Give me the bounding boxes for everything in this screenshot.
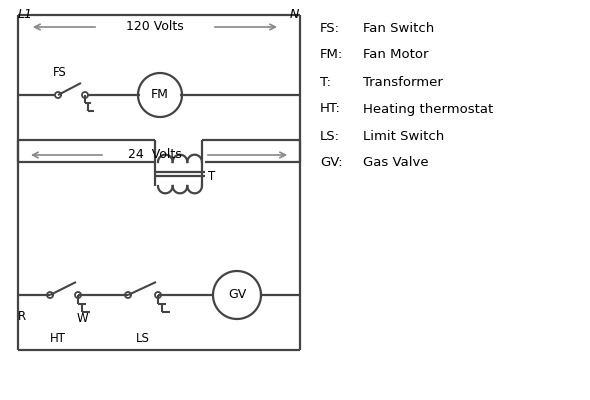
Text: N: N: [289, 8, 299, 21]
Text: T: T: [208, 170, 215, 182]
Text: Limit Switch: Limit Switch: [363, 130, 444, 142]
Text: GV: GV: [228, 288, 246, 302]
Text: Fan Motor: Fan Motor: [363, 48, 428, 62]
Text: Heating thermostat: Heating thermostat: [363, 102, 493, 116]
Text: FS: FS: [53, 66, 67, 79]
Text: GV:: GV:: [320, 156, 343, 170]
Text: L1: L1: [18, 8, 33, 21]
Text: T:: T:: [320, 76, 331, 88]
Text: FM: FM: [151, 88, 169, 102]
Text: Gas Valve: Gas Valve: [363, 156, 428, 170]
Text: Fan Switch: Fan Switch: [363, 22, 434, 34]
Text: W: W: [76, 312, 88, 325]
Text: 24  Volts: 24 Volts: [128, 148, 182, 162]
Text: FS:: FS:: [320, 22, 340, 34]
Text: HT: HT: [50, 332, 66, 345]
Text: R: R: [18, 310, 26, 323]
Text: HT:: HT:: [320, 102, 341, 116]
Text: LS:: LS:: [320, 130, 340, 142]
Text: LS: LS: [136, 332, 150, 345]
Text: FM:: FM:: [320, 48, 343, 62]
Text: Transformer: Transformer: [363, 76, 443, 88]
Text: 120 Volts: 120 Volts: [126, 20, 184, 34]
